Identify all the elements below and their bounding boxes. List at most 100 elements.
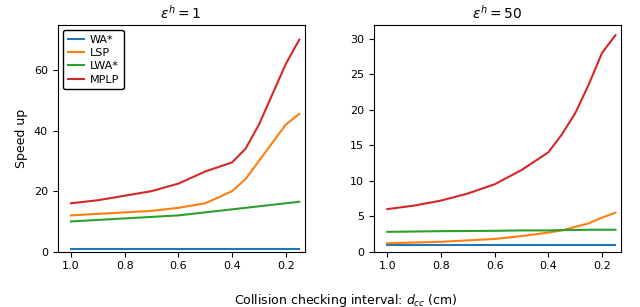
LSP [410, 241, 418, 244]
LSP [242, 177, 250, 181]
WA* [269, 247, 276, 251]
LSP [612, 211, 620, 215]
LSP [464, 239, 472, 242]
MPLP [545, 150, 552, 154]
WA* [410, 243, 418, 247]
WA* [242, 247, 250, 251]
Line: MPLP: MPLP [71, 40, 300, 203]
WA* [572, 243, 579, 247]
WA* [558, 243, 566, 247]
MPLP [585, 83, 593, 87]
LWA* [121, 216, 129, 220]
LWA* [545, 229, 552, 232]
LWA* [464, 229, 472, 233]
MPLP [296, 38, 303, 41]
LWA* [282, 201, 290, 205]
WA* [464, 243, 472, 247]
MPLP [383, 207, 391, 211]
WA* [383, 243, 391, 247]
MPLP [175, 182, 182, 185]
LSP [148, 209, 156, 213]
Line: LWA*: LWA* [71, 202, 300, 221]
MPLP [491, 182, 499, 186]
MPLP [558, 133, 566, 136]
MPLP [572, 111, 579, 115]
LWA* [242, 206, 250, 210]
LSP [67, 214, 75, 217]
LSP [282, 123, 290, 126]
Title: $\varepsilon^h = 1$: $\varepsilon^h = 1$ [161, 4, 202, 22]
WA* [545, 243, 552, 247]
LWA* [612, 228, 620, 231]
WA* [585, 243, 593, 247]
LWA* [437, 229, 445, 233]
MPLP [269, 92, 276, 96]
WA* [148, 247, 156, 251]
MPLP [202, 170, 209, 173]
LWA* [255, 204, 263, 208]
MPLP [612, 33, 620, 37]
LWA* [558, 228, 566, 232]
WA* [121, 247, 129, 251]
Legend: WA*, LSP, LWA*, MPLP: WA*, LSP, LWA*, MPLP [63, 30, 124, 89]
LSP [255, 159, 263, 163]
MPLP [464, 192, 472, 195]
WA* [228, 247, 236, 251]
Y-axis label: Speed up: Speed up [15, 109, 28, 168]
MPLP [410, 204, 418, 208]
WA* [491, 243, 499, 247]
LSP [558, 229, 566, 232]
LWA* [94, 218, 102, 222]
LWA* [383, 230, 391, 234]
MPLP [255, 123, 263, 126]
LWA* [269, 203, 276, 207]
MPLP [598, 51, 606, 55]
LSP [598, 216, 606, 220]
LWA* [67, 220, 75, 223]
LSP [228, 189, 236, 193]
MPLP [67, 201, 75, 205]
WA* [518, 243, 525, 247]
LWA* [572, 228, 579, 232]
MPLP [518, 168, 525, 172]
WA* [282, 247, 290, 251]
LWA* [410, 230, 418, 233]
MPLP [437, 199, 445, 203]
WA* [94, 247, 102, 251]
LWA* [228, 208, 236, 211]
LSP [121, 211, 129, 214]
LWA* [491, 229, 499, 233]
LSP [585, 221, 593, 225]
LSP [518, 234, 525, 238]
LWA* [296, 200, 303, 204]
WA* [296, 247, 303, 251]
MPLP [148, 189, 156, 193]
MPLP [121, 194, 129, 197]
LSP [94, 212, 102, 216]
MPLP [242, 147, 250, 151]
LSP [437, 240, 445, 244]
LSP [383, 241, 391, 245]
WA* [67, 247, 75, 251]
LSP [175, 206, 182, 210]
Text: Collision checking interval: $d_{cc}$ (cm): Collision checking interval: $d_{cc}$ (c… [234, 292, 458, 307]
Line: LSP: LSP [387, 213, 616, 243]
WA* [598, 243, 606, 247]
LSP [202, 201, 209, 205]
LWA* [585, 228, 593, 231]
LSP [296, 112, 303, 116]
LWA* [598, 228, 606, 231]
MPLP [228, 161, 236, 164]
LWA* [518, 229, 525, 232]
Title: $\varepsilon^h = 50$: $\varepsilon^h = 50$ [472, 4, 522, 22]
Line: MPLP: MPLP [387, 35, 616, 209]
LWA* [175, 214, 182, 217]
LSP [572, 225, 579, 229]
Line: LSP: LSP [71, 114, 300, 216]
LWA* [202, 211, 209, 214]
WA* [437, 243, 445, 247]
WA* [255, 247, 263, 251]
MPLP [94, 198, 102, 202]
WA* [175, 247, 182, 251]
MPLP [282, 62, 290, 66]
